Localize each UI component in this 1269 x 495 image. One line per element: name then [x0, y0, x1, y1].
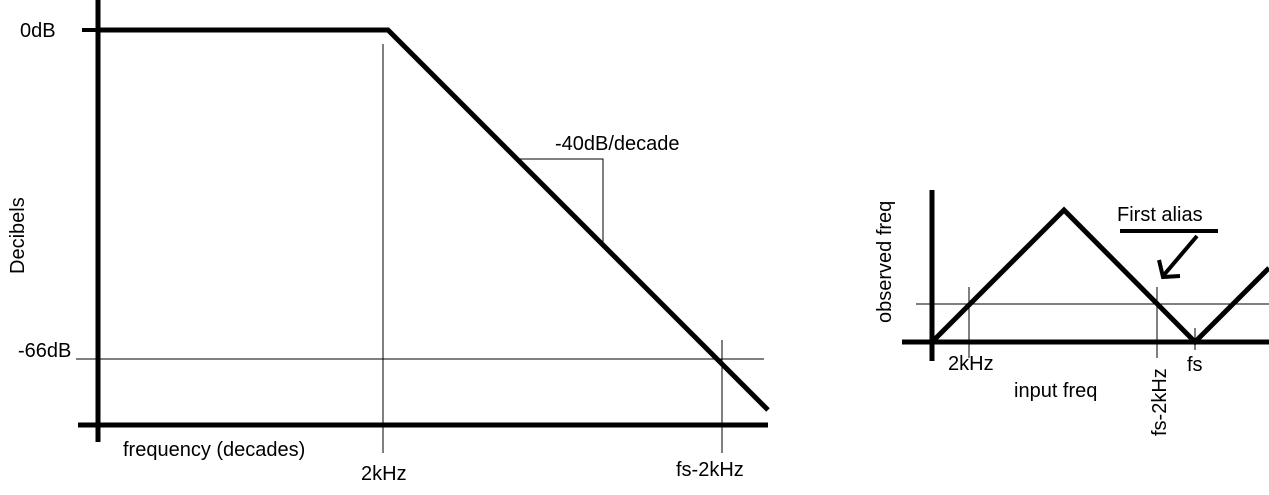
slope-triangle [519, 158, 604, 243]
2khz-label: 2kHz [361, 463, 407, 485]
first-alias-annotation: First alias [1117, 204, 1203, 226]
x-axis-label: frequency (decades) [123, 439, 305, 461]
slope-label: -40dB/decade [555, 133, 680, 155]
fs-minus-2khz-label: fs-2kHz [1149, 368, 1171, 436]
annotation-arrow [1157, 234, 1199, 280]
filter-response-curve [98, 27, 770, 412]
fs-label: fs [1187, 354, 1203, 376]
minus66db-label: -66dB [18, 340, 71, 362]
y-axis-label: observed freq [874, 201, 896, 323]
filter-response-plot: 0dB -66dB Decibels frequency (decades) 2… [7, 0, 770, 485]
y-axis-label: Decibels [7, 197, 29, 274]
2khz-label: 2kHz [948, 353, 994, 375]
observed-frequency-curve [930, 206, 1269, 346]
aliasing-plot: observed freq input freq 2kHz fs-2kHz fs… [874, 190, 1269, 436]
fs-minus-2khz-label: fs-2kHz [676, 459, 744, 481]
zero-db-label: 0dB [20, 20, 56, 42]
x-axis-label: input freq [1014, 380, 1097, 402]
